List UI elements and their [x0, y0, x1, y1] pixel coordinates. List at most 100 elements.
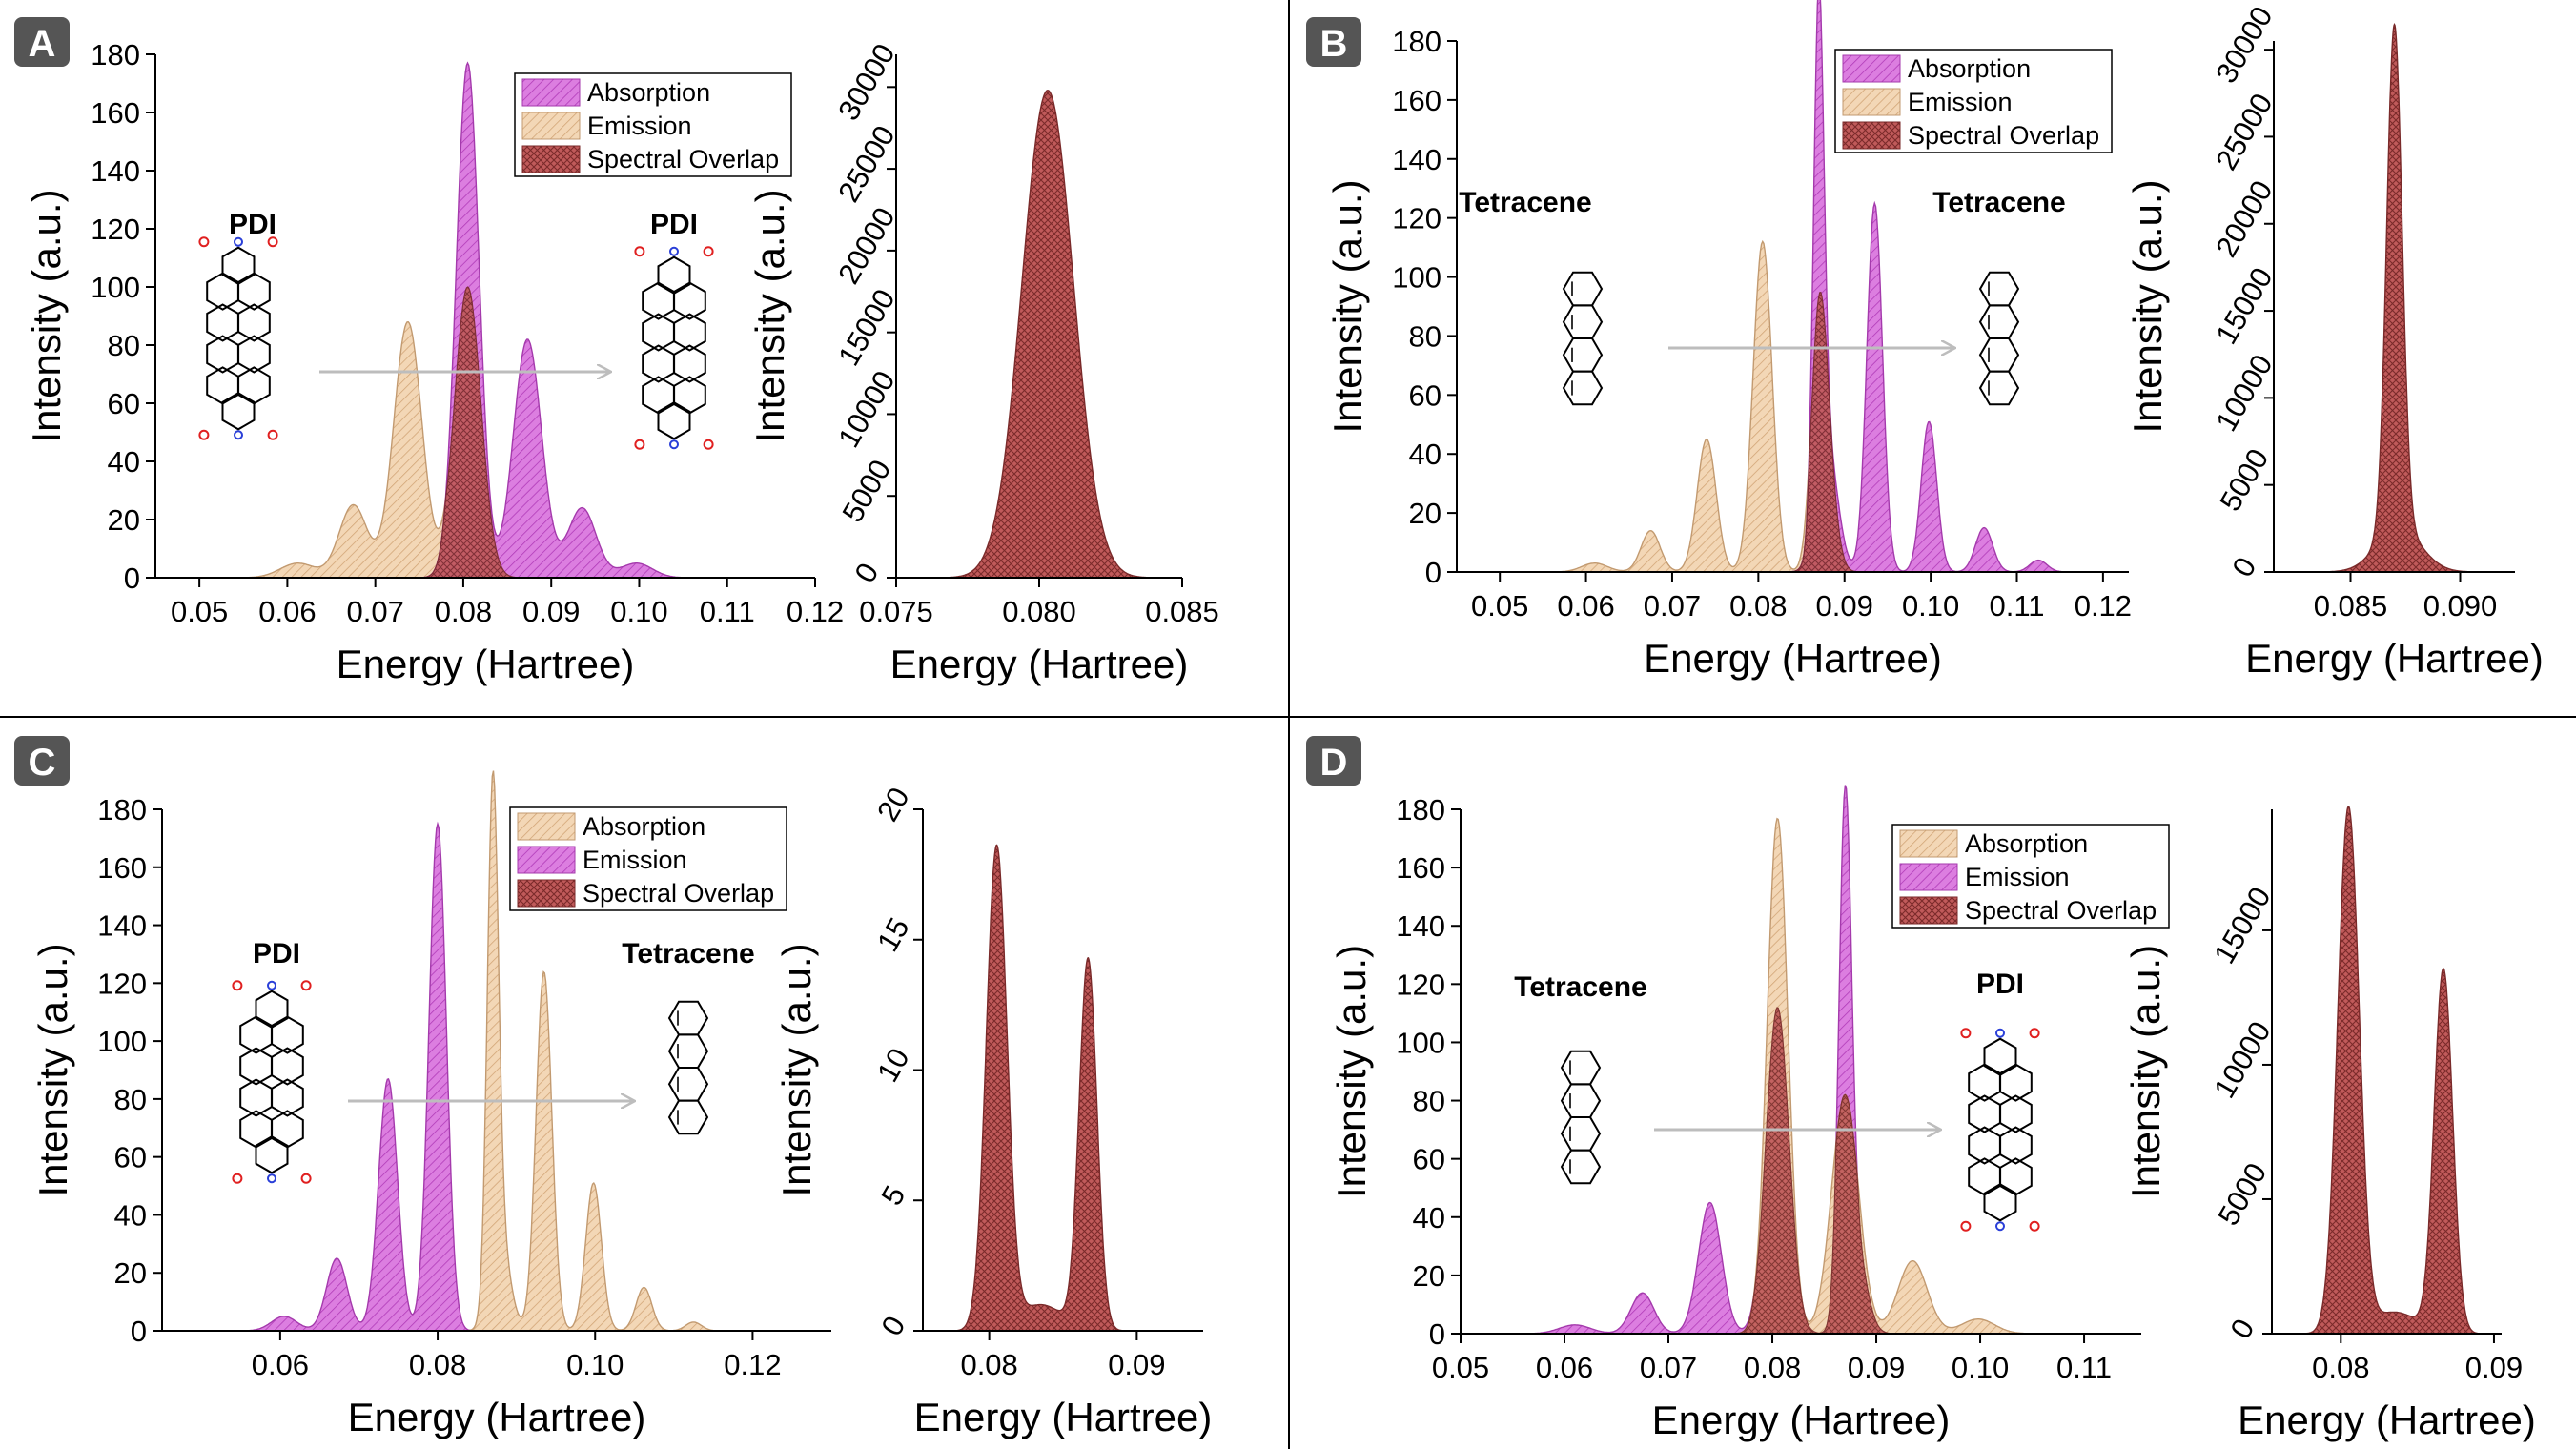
inset-x-tick-label: 0.09 — [1108, 1348, 1165, 1381]
x-tick-label: 0.05 — [171, 595, 228, 628]
x-tick-label: 0.06 — [1557, 589, 1614, 622]
x-tick-label: 0.10 — [566, 1348, 624, 1381]
inset-y-tick-label: 20000 — [831, 202, 901, 290]
y-tick-label: 120 — [91, 213, 140, 246]
inset-y-tick-label: 0 — [2225, 552, 2262, 582]
legend-swatch — [1899, 829, 1958, 858]
y-tick-label: 140 — [91, 154, 140, 188]
x-axis-label: Energy (Hartree) — [348, 1395, 646, 1439]
legend-swatch — [517, 879, 576, 908]
panel-badge — [1306, 736, 1361, 786]
x-tick-label: 0.05 — [1471, 589, 1528, 622]
donor-molecule-structure — [1560, 1050, 1602, 1185]
y-tick-label: 40 — [114, 1198, 147, 1232]
acceptor-molecule-structure — [634, 246, 714, 450]
acceptor-molecule-label: Tetracene — [1932, 187, 2066, 218]
inset-y-tick-label: 25000 — [2209, 88, 2279, 175]
y-tick-label: 40 — [108, 445, 140, 479]
inset-x-tick-label: 0.085 — [1145, 595, 1219, 628]
legend-entry: Spectral Overlap — [583, 879, 774, 908]
panel-badge — [1306, 17, 1361, 67]
series-emission — [1457, 239, 2129, 573]
legend-entry: Emission — [1908, 88, 2013, 116]
y-tick-label: 120 — [1392, 202, 1441, 235]
acceptor-molecule-structure — [667, 1000, 709, 1135]
inset-y-axis-label: Intensity (a.u.) — [2123, 945, 2168, 1198]
legend-entry: Spectral Overlap — [1965, 896, 2157, 925]
y-tick-label: 180 — [91, 38, 140, 71]
x-tick-label: 0.12 — [2075, 589, 2132, 622]
y-tick-label: 0 — [124, 561, 140, 595]
y-axis-label: Intensity (a.u.) — [24, 189, 69, 442]
x-tick-label: 0.05 — [1432, 1351, 1489, 1384]
legend-swatch — [1899, 896, 1958, 925]
x-tick-label: 0.08 — [435, 595, 492, 628]
y-tick-label: 60 — [108, 387, 140, 420]
x-tick-label: 0.11 — [700, 595, 755, 628]
panel-letter: D — [1320, 742, 1348, 784]
y-tick-label: 20 — [108, 503, 140, 537]
x-axis-label: Energy (Hartree) — [337, 642, 635, 686]
legend-swatch — [1899, 863, 1958, 891]
inset-y-tick-label: 15 — [870, 912, 916, 957]
inset-y-tick-label: 5000 — [2212, 1157, 2274, 1231]
legend-entry: Absorption — [1965, 829, 2088, 858]
x-tick-label: 0.06 — [258, 595, 316, 628]
y-axis-label: Intensity (a.u.) — [1329, 945, 1374, 1198]
y-tick-label: 60 — [1409, 378, 1441, 412]
inset-y-tick-label: 15000 — [2207, 882, 2277, 969]
x-tick-label: 0.11 — [1989, 589, 2044, 622]
y-tick-label: 140 — [1392, 143, 1441, 176]
y-tick-label: 140 — [1396, 909, 1445, 943]
legend-swatch — [521, 78, 581, 107]
y-tick-label: 60 — [114, 1141, 147, 1174]
legend-entry: Emission — [583, 846, 687, 874]
acceptor-molecule-structure — [1960, 1028, 2040, 1232]
inset-y-axis-label: Intensity (a.u.) — [774, 943, 819, 1196]
overlap-inset-area — [923, 844, 1203, 1332]
donor-molecule-structure — [198, 236, 278, 440]
y-tick-label: 100 — [91, 271, 140, 304]
panel-badge — [14, 17, 70, 67]
inset-y-tick-label: 5000 — [2214, 443, 2276, 517]
inset-y-axis-label: Intensity (a.u.) — [747, 189, 792, 442]
legend-entry: Emission — [1965, 863, 2070, 891]
panel-B: B 0 20 40 60 80 100 120 140 160 180 0.05 0.06 0.07 0.0… — [1306, 0, 2544, 681]
y-tick-label: 40 — [1409, 438, 1441, 471]
inset-y-tick-label: 25000 — [831, 120, 901, 208]
inset-y-tick-label: 0 — [874, 1311, 911, 1341]
panel-badge — [14, 736, 70, 786]
x-tick-label: 0.11 — [2056, 1351, 2112, 1384]
x-tick-label: 0.10 — [1902, 589, 1959, 622]
legend-entry: Absorption — [583, 812, 705, 841]
x-tick-label: 0.09 — [1848, 1351, 1905, 1384]
inset-x-axis-label: Energy (Hartree) — [2245, 636, 2544, 681]
inset-x-tick-label: 0.08 — [2312, 1351, 2369, 1384]
x-axis-label: Energy (Hartree) — [1652, 1398, 1951, 1442]
y-tick-label: 180 — [1392, 25, 1441, 58]
donor-molecule-structure — [232, 980, 312, 1184]
y-tick-label: 80 — [1409, 319, 1441, 353]
legend-entry: Absorption — [1908, 54, 2031, 83]
inset-x-axis-label: Energy (Hartree) — [2238, 1398, 2536, 1442]
y-tick-label: 80 — [108, 329, 140, 362]
series-spectral-overlap — [1457, 291, 2129, 573]
x-tick-label: 0.09 — [1816, 589, 1873, 622]
y-tick-label: 160 — [1396, 851, 1445, 885]
inset-y-tick-label: 5000 — [836, 454, 898, 527]
panel-letter: C — [29, 742, 56, 784]
y-tick-label: 20 — [1413, 1259, 1445, 1293]
overlap-inset-area — [2274, 22, 2515, 573]
inset-y-axis-label: Intensity (a.u.) — [2125, 179, 2170, 433]
y-tick-label: 160 — [91, 96, 140, 130]
inset-x-tick-label: 0.080 — [1002, 595, 1076, 628]
panel-D: D 0 20 40 60 80 100 120 140 160 180 0.05 0.06 0.07 0.0… — [1306, 736, 2536, 1442]
x-tick-label: 0.10 — [610, 595, 667, 628]
inset-x-tick-label: 0.075 — [859, 595, 933, 628]
inset-y-tick-label: 20 — [870, 782, 916, 827]
y-tick-label: 20 — [114, 1256, 147, 1290]
legend-swatch — [521, 112, 581, 140]
